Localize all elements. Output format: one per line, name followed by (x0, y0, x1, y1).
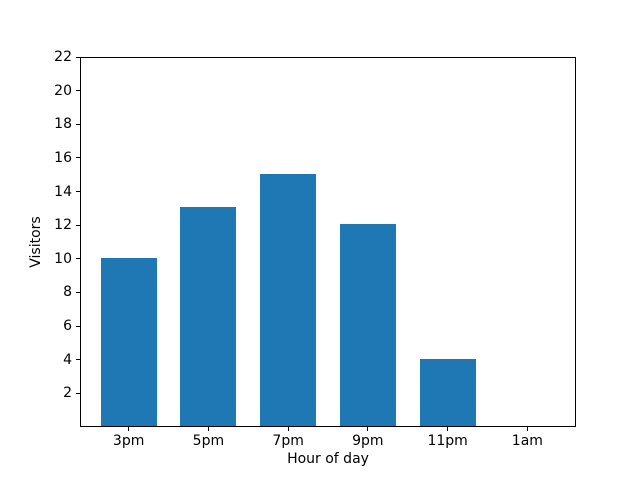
x-tick-mark (207, 427, 209, 431)
bar-3pm (100, 257, 157, 426)
y-tick-mark (76, 56, 80, 58)
y-tick-mark (76, 90, 80, 92)
x-tick-mark (447, 427, 449, 431)
y-tick-label: 14 (54, 183, 72, 200)
y-tick-label: 18 (54, 116, 72, 133)
bar-11pm (419, 358, 476, 426)
x-tick-label: 9pm (352, 433, 384, 449)
y-tick-mark (76, 258, 80, 260)
x-tick-mark (128, 427, 130, 431)
y-tick-label: 6 (63, 318, 72, 335)
y-tick-mark (76, 359, 80, 361)
x-tick-label: 11pm (427, 433, 468, 449)
y-tick-label: 10 (54, 250, 72, 267)
bar-9pm (339, 224, 396, 426)
y-tick-mark (76, 123, 80, 125)
y-tick-label: 12 (54, 217, 72, 234)
y-tick-label: 2 (63, 385, 72, 402)
y-tick-mark (76, 157, 80, 159)
x-tick-label: 1am (511, 433, 543, 449)
y-tick-label: 20 (54, 82, 72, 99)
x-tick-label: 7pm (272, 433, 304, 449)
bar-5pm (180, 207, 237, 426)
x-tick-label: 3pm (112, 433, 145, 449)
x-axis-label: Hour of day (287, 451, 369, 467)
y-tick-mark (76, 325, 80, 327)
y-tick-label: 22 (54, 49, 72, 65)
x-tick-label: 5pm (192, 433, 225, 449)
x-tick-mark (367, 427, 369, 431)
y-tick-mark (76, 224, 80, 226)
y-tick-mark (76, 392, 80, 394)
bar-7pm (260, 173, 317, 426)
y-tick-label: 4 (63, 351, 72, 368)
y-tick-mark (76, 191, 80, 193)
y-tick-label: 16 (54, 149, 72, 166)
y-tick-label: 8 (63, 284, 72, 301)
x-tick-mark (287, 427, 289, 431)
plot-area (80, 57, 576, 427)
x-tick-mark (526, 427, 528, 431)
y-tick-mark (76, 291, 80, 293)
